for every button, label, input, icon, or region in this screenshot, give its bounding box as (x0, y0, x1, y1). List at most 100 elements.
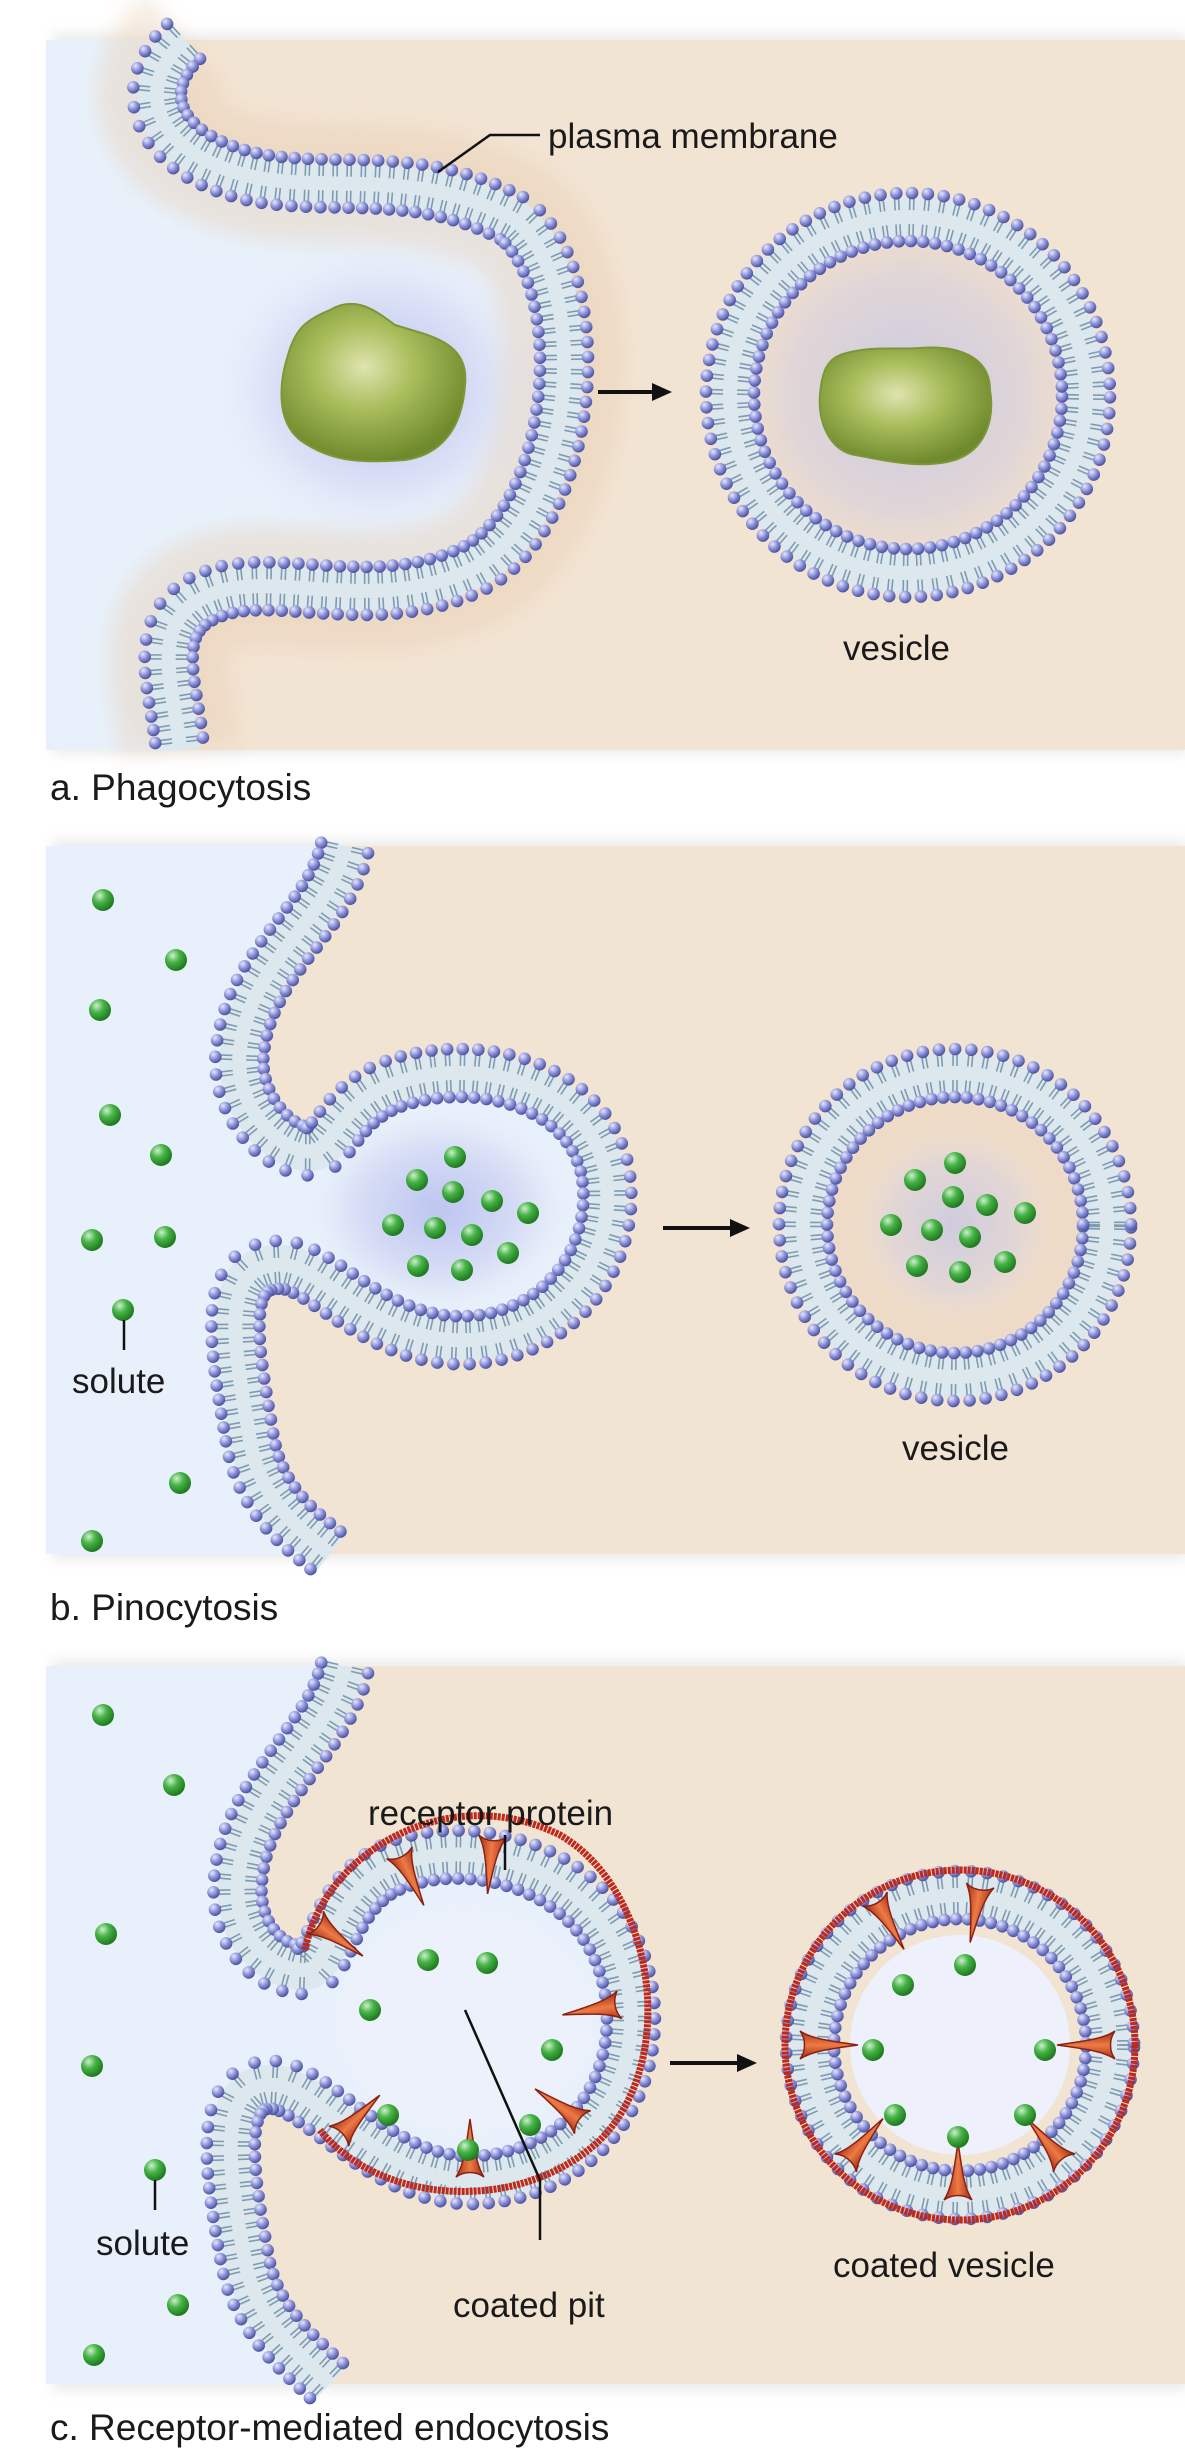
lipid-head (632, 2090, 646, 2103)
lipid-head (845, 245, 858, 258)
lipid-head (138, 666, 152, 680)
lipid-head (473, 1308, 486, 1322)
lipid-head (874, 188, 887, 202)
lipid-head (306, 2067, 319, 2081)
lipid-head (972, 1092, 985, 1106)
lipid-head (525, 288, 538, 301)
lipid-head (373, 560, 386, 573)
lipid-head (731, 280, 744, 293)
lipid-head (867, 587, 880, 601)
solute-group-pit (359, 1949, 563, 2161)
lipid-head (201, 2120, 215, 2134)
lipid-head (270, 1533, 284, 1547)
lipid-head (577, 305, 591, 319)
lipid-head (411, 555, 425, 569)
lipid-head (142, 136, 155, 150)
lipid-head (794, 277, 808, 291)
solute-group-vesicle (880, 1152, 1036, 1283)
lipid-head (279, 1164, 292, 1177)
lipid-head (371, 154, 385, 167)
lipid-head (638, 2075, 652, 2088)
lipid-head (562, 1915, 575, 1928)
lipid-head (1055, 390, 1069, 403)
lipid-head (249, 604, 262, 617)
lipid-head (613, 1250, 627, 1263)
lipid-head (607, 1265, 620, 1278)
lipid-head (513, 2141, 526, 2154)
lipid-head (784, 1154, 798, 1168)
lipid-head (798, 1310, 812, 1323)
lipid-head (572, 1222, 586, 1235)
lipid-head (360, 560, 373, 574)
bilayer-core (137, 25, 584, 752)
lipid-head (327, 918, 341, 931)
lipid-head (813, 262, 827, 276)
lipid-head (262, 1155, 276, 1168)
lipid-head (415, 1876, 429, 1889)
lipid-head (464, 1872, 477, 1886)
lipid-head (913, 1095, 927, 1109)
lipid-head (1106, 1139, 1119, 1153)
lipid-head (205, 129, 218, 143)
lipid-head (607, 2131, 621, 2144)
lipid-head (750, 254, 764, 268)
lipid-head (624, 1202, 638, 1216)
lipid-head (786, 223, 799, 236)
lipid-head (334, 1525, 347, 1538)
lipid-head (434, 2194, 447, 2208)
lipid-head (1036, 1943, 1049, 1957)
lipid-head (263, 1839, 277, 1852)
lipid-head (528, 300, 541, 314)
lipid-head (256, 2216, 270, 2230)
lipid-head (960, 1091, 973, 1104)
receptor-proteins (307, 1834, 623, 2178)
lipid-head (369, 1902, 382, 1915)
lipid-head (1034, 1314, 1047, 1327)
lipid-head (307, 1678, 321, 1691)
lipid-head (295, 879, 309, 893)
lipid-tails (133, 21, 589, 746)
lipid-head (1098, 1125, 1111, 1139)
lipid-head (828, 2021, 842, 2034)
lipid-tails (705, 192, 1111, 598)
lipid-head (276, 2289, 290, 2302)
lipid-head (959, 1346, 972, 1359)
lipid-head (620, 1153, 634, 1166)
lipid-head (819, 518, 832, 532)
lipid-head (569, 1233, 582, 1246)
lipid-head (306, 2328, 320, 2341)
lipid-head (561, 245, 574, 259)
lipid-head (409, 1046, 423, 1060)
lipid-head (408, 2136, 422, 2150)
phospholipid-bilayer (772, 1042, 1138, 1408)
lipid-head (472, 1043, 485, 1056)
lipid-head (973, 2163, 986, 2176)
lipid-head (316, 2337, 330, 2351)
lipid-head (495, 1303, 509, 1316)
lipid-head (761, 243, 775, 256)
lipid-head (475, 527, 488, 540)
lipid-head (290, 2059, 303, 2073)
lipid-head (328, 1738, 341, 1751)
lipid-head (589, 1293, 603, 1306)
lipid-head (478, 2149, 491, 2162)
lipid-head (263, 2256, 277, 2270)
lipid-head (1067, 1088, 1080, 1101)
lipid-head (399, 1349, 413, 1362)
solute-particle (81, 1530, 103, 1552)
lipid-head (1080, 482, 1094, 496)
vesicle-particle (818, 346, 993, 466)
lipid-head (898, 590, 912, 604)
lipid-head (426, 1306, 439, 1320)
lipid-head (1076, 1218, 1090, 1231)
lipid-head (765, 316, 779, 330)
lipid-head (1050, 1296, 1063, 1310)
lipid-head (351, 878, 364, 891)
lipid-head (314, 200, 327, 214)
lipid-head (513, 2191, 527, 2204)
lipid-head (1049, 344, 1062, 357)
lipid-head (319, 1307, 333, 1320)
lipid-head (503, 1048, 516, 1061)
lipid-head (852, 534, 865, 548)
phospholipid-bilayer (200, 1656, 662, 2405)
